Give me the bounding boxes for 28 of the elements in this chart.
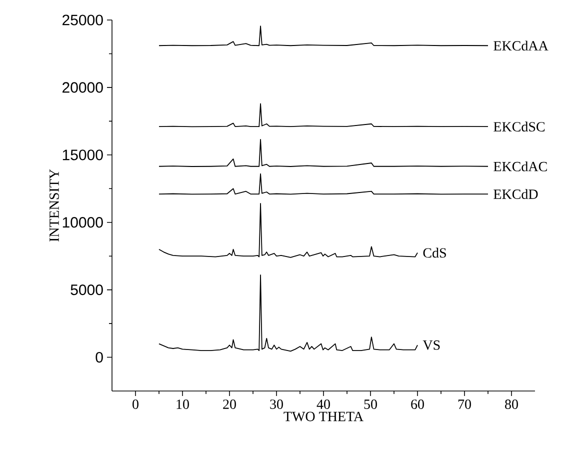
y-tick-label: 15000 <box>62 150 103 160</box>
line-series <box>158 103 488 128</box>
series-label: EKCdD <box>494 189 538 199</box>
x-axis-title: TWO THETA <box>284 412 364 422</box>
x-tick-label: 50 <box>364 400 377 409</box>
y-tick-label: 25000 <box>62 14 103 26</box>
series-label: EKCdAC <box>494 161 547 172</box>
series-label: EKCdSC <box>494 122 545 132</box>
series-label: CdS <box>423 248 446 258</box>
series-label: VS <box>422 340 440 350</box>
x-tick-label: 60 <box>411 400 424 409</box>
line-series <box>158 173 488 195</box>
y-tick-label: 10000 <box>62 217 103 228</box>
x-tick-label: 0 <box>132 400 138 409</box>
line-series <box>158 203 418 258</box>
y-tick-label: 0 <box>96 352 103 363</box>
y-tick-label: 20000 <box>62 82 103 93</box>
x-tick-label: 80 <box>505 400 518 409</box>
x-tick-label: 70 <box>458 400 471 409</box>
x-tick-label: 20 <box>223 400 236 409</box>
x-tick-label: 40 <box>316 400 330 409</box>
x-tick-label: 10 <box>176 400 189 409</box>
line-series <box>158 26 488 46</box>
x-tick-label: 30 <box>270 400 283 409</box>
y-tick-label: 5000 <box>70 284 103 296</box>
series-label: EKCdAA <box>494 40 548 51</box>
line-series <box>158 138 488 167</box>
y-axis-title: INTENSITY <box>50 169 59 242</box>
